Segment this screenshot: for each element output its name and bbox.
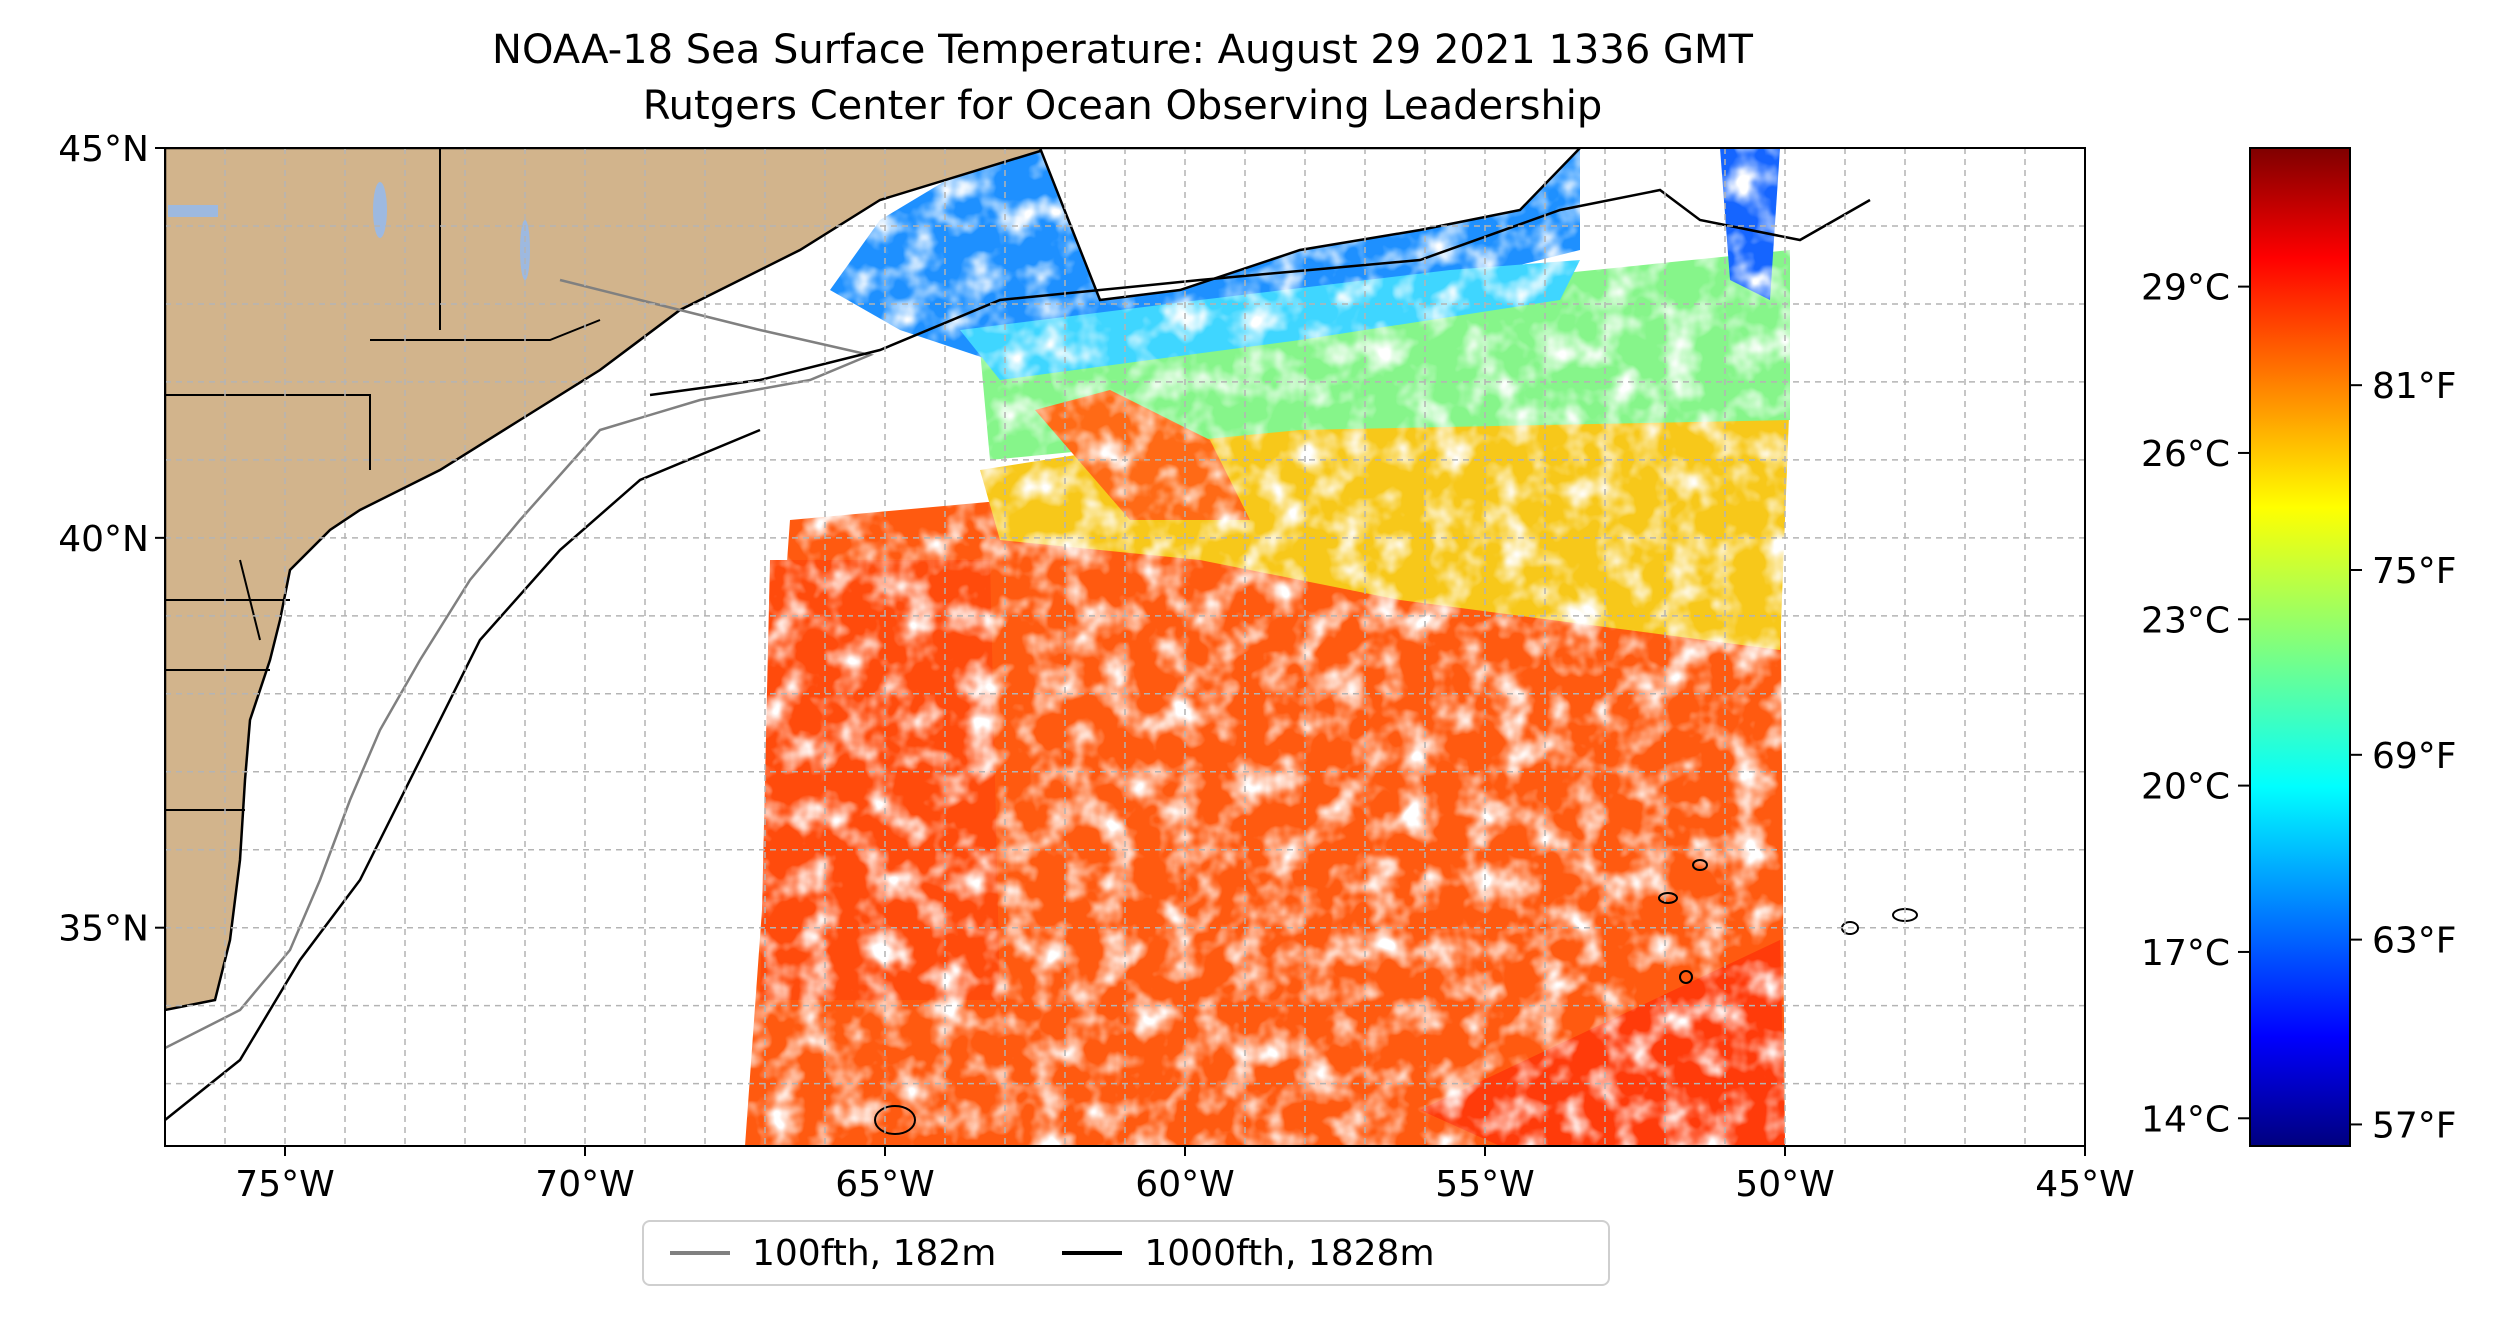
colorbar-celsius-ticks: 29°C 26°C 23°C 20°C 17°C 14°C: [2141, 268, 2250, 1140]
legend-line-gray-icon: [670, 1251, 730, 1255]
lon-tick-label: 50°W: [1735, 1164, 1834, 1205]
lat-ticks: 45°N 40°N 35°N: [58, 129, 165, 950]
title-line-1: NOAA-18 Sea Surface Temperature: August …: [492, 27, 1753, 73]
lon-tick-label: 75°W: [235, 1164, 334, 1205]
lon-tick-label: 45°W: [2035, 1164, 2134, 1205]
gridlines: [165, 148, 2085, 1146]
contour-100fth: [165, 278, 875, 1050]
contour-1000fth: [649, 188, 1871, 397]
legend: 100fth, 182m 1000fth, 1828m: [642, 1220, 1610, 1286]
lon-tick-label: 60°W: [1135, 1164, 1234, 1205]
legend-item-1000fth: 1000fth, 1828m: [1062, 1232, 1435, 1274]
celsius-tick-label: 23°C: [2141, 600, 2230, 641]
land-nova-scotia: [1038, 148, 1582, 302]
map-frame: [164, 147, 2086, 1147]
fahrenheit-tick-label: 69°F: [2372, 736, 2457, 777]
legend-label-1000fth: 1000fth, 1828m: [1144, 1232, 1435, 1274]
fahrenheit-tick-label: 63°F: [2372, 921, 2457, 962]
legend-line-black-icon: [1062, 1251, 1123, 1255]
celsius-tick-label: 29°C: [2141, 268, 2230, 309]
legend-label-100fth: 100fth, 182m: [752, 1232, 997, 1274]
lon-tick-label: 55°W: [1435, 1164, 1534, 1205]
lat-tick-label: 40°N: [58, 519, 149, 560]
lon-tick-label: 70°W: [535, 1164, 634, 1205]
celsius-tick-label: 17°C: [2141, 933, 2230, 974]
lon-ticks: 75°W 70°W 65°W 60°W 55°W 50°W 45°W: [235, 1146, 2135, 1205]
colorbar-fahrenheit-ticks: 81°F 75°F 69°F 63°F 57°F: [2350, 366, 2457, 1146]
lat-tick-label: 45°N: [58, 129, 149, 170]
lat-tick-label: 35°N: [58, 909, 149, 950]
colorbar: [2249, 147, 2351, 1147]
celsius-tick-label: 26°C: [2141, 434, 2230, 475]
fahrenheit-tick-label: 75°F: [2372, 551, 2457, 592]
fahrenheit-tick-label: 81°F: [2372, 366, 2457, 407]
land-north-america: [165, 148, 1051, 1012]
lon-tick-label: 65°W: [835, 1164, 934, 1205]
celsius-tick-label: 14°C: [2141, 1099, 2230, 1140]
state-borders: [165, 148, 601, 811]
title-line-2: Rutgers Center for Ocean Observing Leade…: [642, 83, 1603, 129]
fahrenheit-tick-label: 57°F: [2372, 1105, 2457, 1146]
contour-1000fth-south: [165, 428, 761, 1121]
celsius-tick-label: 20°C: [2141, 767, 2230, 808]
legend-item-100fth: 100fth, 182m: [670, 1233, 996, 1274]
